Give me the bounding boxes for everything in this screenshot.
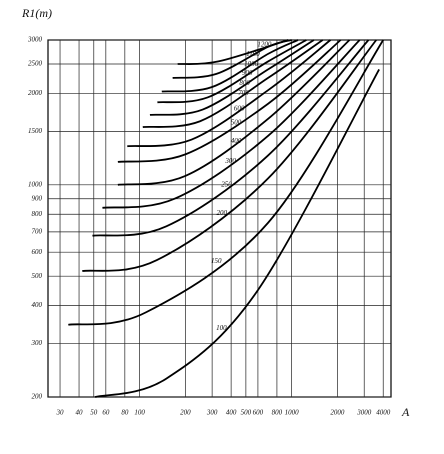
curve-label: 300 [224, 157, 236, 165]
curve [177, 39, 289, 65]
y-tick-label: 900 [32, 194, 43, 202]
curve-label: 200 [216, 209, 227, 217]
y-tick-label: 2500 [28, 60, 43, 68]
x-tick-label: 2000 [330, 409, 345, 417]
x-tick-label: 800 [272, 409, 283, 417]
curve [142, 39, 324, 128]
x-tick-label: 300 [206, 409, 218, 417]
y-tick-label: 300 [31, 339, 43, 347]
curve [92, 39, 370, 237]
y-tick-label: 1500 [28, 127, 43, 135]
x-tick-label: 3000 [356, 409, 372, 417]
curve [82, 39, 377, 272]
x-tick-label: 100 [134, 409, 145, 417]
curve [102, 39, 361, 209]
y-tick-label: 1000 [28, 180, 43, 188]
x-tick-label: 200 [180, 409, 191, 417]
y-tick-label: 500 [32, 272, 43, 280]
curve-label: 1200 [257, 40, 272, 48]
y-tick-label: 800 [32, 210, 43, 218]
curve [68, 39, 384, 326]
curve [94, 68, 380, 398]
x-tick-label: 4000 [376, 409, 391, 417]
x-tick-label: 400 [226, 409, 237, 417]
curve-label: 150 [211, 257, 222, 265]
curve-label: 400 [231, 137, 242, 145]
curve [161, 39, 299, 93]
curve [127, 39, 332, 148]
curve-label: 900 [242, 69, 253, 77]
y-tick-label: 700 [32, 227, 43, 235]
curve [149, 39, 315, 116]
x-tick-label: 60 [102, 409, 110, 417]
y-tick-label: 2000 [28, 89, 43, 97]
y-tick-label: 3000 [27, 36, 43, 44]
x-axis-label: A [401, 405, 410, 419]
curve-label: 800 [239, 79, 250, 87]
curve-label: 250 [221, 180, 232, 188]
x-tick-label: 500 [241, 409, 252, 417]
chart-title: R1(m) [21, 6, 52, 20]
curve [117, 39, 351, 186]
curve-label: 1000 [244, 60, 259, 68]
x-tick-label: 600 [253, 409, 264, 417]
y-tick-label: 400 [32, 301, 43, 309]
x-tick-label: 80 [121, 409, 129, 417]
y-tick-label: 200 [32, 393, 43, 401]
curve-label: 700 [238, 89, 249, 97]
curve [117, 39, 342, 163]
y-tick-label: 600 [32, 248, 43, 256]
curve-label: 600 [234, 104, 245, 112]
curve [157, 39, 307, 104]
curve-label: 1100 [246, 50, 260, 58]
curve-label: 100 [216, 324, 227, 332]
x-tick-label: 40 [76, 409, 84, 417]
x-tick-label: 1000 [285, 409, 300, 417]
curve-label: 500 [231, 119, 242, 127]
x-tick-label: 30 [56, 409, 65, 417]
x-tick-label: 50 [90, 409, 98, 417]
